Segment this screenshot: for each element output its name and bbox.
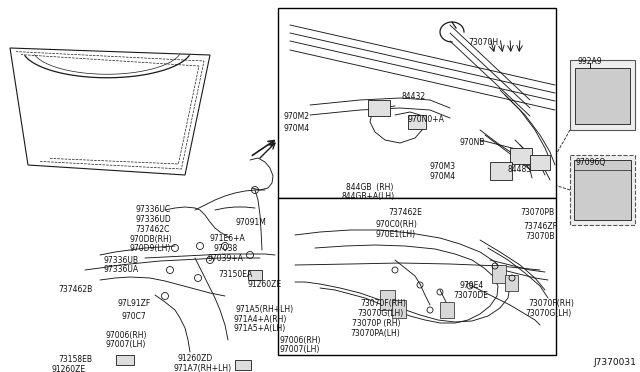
- Text: 970M2: 970M2: [283, 112, 309, 121]
- Text: 971A7(RH+LH): 971A7(RH+LH): [173, 364, 231, 372]
- Text: 73070P (RH): 73070P (RH): [352, 319, 401, 328]
- Bar: [278, 8, 556, 198]
- Text: 970D9(LH): 970D9(LH): [130, 244, 172, 253]
- Text: 97007(LH): 97007(LH): [280, 345, 321, 354]
- Text: 97336UD: 97336UD: [135, 215, 171, 224]
- Text: 97336UB: 97336UB: [103, 256, 138, 265]
- Text: 73070F(RH): 73070F(RH): [360, 299, 406, 308]
- Text: 73070H: 73070H: [468, 38, 498, 47]
- Text: 844GB+A(LH): 844GB+A(LH): [342, 192, 395, 201]
- Text: 73158EB: 73158EB: [58, 355, 92, 364]
- Bar: [278, 198, 556, 355]
- Bar: [248, 270, 262, 280]
- Bar: [530, 155, 550, 170]
- Bar: [570, 155, 635, 225]
- Text: 84483: 84483: [507, 165, 531, 174]
- Bar: [510, 148, 532, 164]
- Text: 970NB: 970NB: [460, 138, 486, 147]
- Text: 970M4: 970M4: [283, 124, 309, 133]
- Text: 971E6+A: 971E6+A: [210, 234, 246, 243]
- Bar: [490, 162, 512, 180]
- Text: 737462B: 737462B: [58, 285, 92, 294]
- Text: 992A9: 992A9: [578, 57, 603, 66]
- Text: 73070G(LH): 73070G(LH): [357, 309, 403, 318]
- Text: 73150EA: 73150EA: [218, 270, 252, 279]
- Text: 97006(RH): 97006(RH): [105, 331, 147, 340]
- Bar: [368, 100, 390, 116]
- Text: 73070PA(LH): 73070PA(LH): [350, 329, 400, 338]
- Text: 73070G(LH): 73070G(LH): [525, 309, 572, 318]
- Text: 970C7: 970C7: [122, 312, 147, 321]
- Text: 971A5(RH+LH): 971A5(RH+LH): [236, 305, 294, 314]
- Bar: [380, 290, 395, 310]
- Text: 737462E: 737462E: [388, 208, 422, 217]
- Bar: [505, 275, 518, 291]
- Text: 97L91ZF: 97L91ZF: [118, 299, 151, 308]
- Text: 97007(LH): 97007(LH): [105, 340, 145, 349]
- Text: 970M4: 970M4: [430, 172, 456, 181]
- Text: 91260ZD: 91260ZD: [178, 354, 213, 363]
- Text: 970N0+A: 970N0+A: [408, 115, 445, 124]
- Text: 73070F(RH): 73070F(RH): [528, 299, 574, 308]
- Text: 73746ZF: 73746ZF: [523, 222, 557, 231]
- Text: 97006(RH): 97006(RH): [280, 336, 321, 345]
- Text: 970E1(LH): 970E1(LH): [375, 230, 415, 239]
- Bar: [235, 360, 251, 370]
- Bar: [392, 300, 406, 318]
- Text: 970E4: 970E4: [459, 281, 483, 290]
- Text: 84432: 84432: [402, 92, 426, 101]
- Text: 970M3: 970M3: [430, 162, 456, 171]
- Text: 91260ZE: 91260ZE: [248, 280, 282, 289]
- Text: 97336UC: 97336UC: [135, 205, 170, 214]
- Text: 73070PB: 73070PB: [520, 208, 554, 217]
- Text: 97336UA: 97336UA: [103, 265, 138, 274]
- Text: 73070DE: 73070DE: [453, 291, 488, 300]
- Text: 970DB(RH): 970DB(RH): [130, 235, 173, 244]
- Text: 97038: 97038: [213, 244, 237, 253]
- Bar: [570, 60, 635, 130]
- Text: 737462C: 737462C: [135, 225, 170, 234]
- Text: 97096Q: 97096Q: [575, 158, 605, 167]
- Text: J7370031: J7370031: [593, 358, 636, 367]
- Bar: [574, 160, 631, 220]
- Text: 971A5+A(LH): 971A5+A(LH): [233, 324, 285, 333]
- Text: 97091M: 97091M: [235, 218, 266, 227]
- Bar: [408, 115, 426, 129]
- Text: 73070B: 73070B: [525, 232, 554, 241]
- Text: 91260ZE: 91260ZE: [52, 365, 86, 372]
- Bar: [116, 355, 134, 365]
- Bar: [492, 265, 506, 283]
- Bar: [440, 302, 454, 318]
- Text: 844GB  (RH): 844GB (RH): [346, 183, 394, 192]
- Text: 971A4+A(RH): 971A4+A(RH): [233, 315, 286, 324]
- Text: 970C0(RH): 970C0(RH): [375, 220, 417, 229]
- Bar: [575, 68, 630, 124]
- Text: 97039+A: 97039+A: [208, 254, 244, 263]
